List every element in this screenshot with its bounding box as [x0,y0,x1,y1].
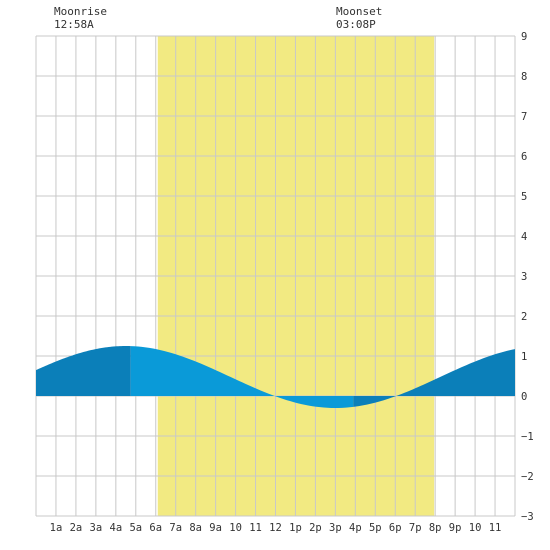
y-tick-label: 2 [521,311,527,323]
y-tick-label: −3 [521,511,534,523]
y-tick-label: −2 [521,471,534,483]
tide-series [36,346,515,408]
x-tick-label: 1p [289,522,302,534]
x-tick-label: 5p [369,522,382,534]
y-tick-label: 7 [521,111,527,123]
y-tick-label: 9 [521,31,527,43]
x-axis-labels: 1a 2a 3a 4a 5a 6a 7a 8a 9a 10 11 12 1p 2p 3p 4p 5p 6p 7p 8p… [50,522,502,534]
x-tick-label: 4a [110,522,123,534]
moonset-time: 03:08P [336,18,376,31]
x-tick-label: 1a [50,522,63,534]
moonset-label: Moonset [336,5,383,18]
moonrise-time: 12:58A [54,18,94,31]
y-tick-label: 0 [521,391,527,403]
y-tick-label: 6 [521,151,527,163]
x-tick-label: 4p [349,522,362,534]
x-tick-label: 3a [90,522,103,534]
x-tick-label: 10 [469,522,482,534]
x-tick-label: 9p [449,522,462,534]
x-tick-label: 11 [249,522,262,534]
x-tick-label: 6p [389,522,402,534]
x-tick-label: 2p [309,522,322,534]
tide-area-night-early [36,346,131,396]
y-tick-label: −1 [521,431,534,443]
gridlines [35,35,516,517]
y-axis-labels: −3 −2 −1 0 1 2 3 4 5 6 7 8 9 [521,31,534,523]
y-tick-label: 4 [521,231,527,243]
x-tick-label: 8p [429,522,442,534]
x-tick-label: 2a [70,522,83,534]
x-tick-label: 8a [189,522,202,534]
x-tick-label: 12 [269,522,282,534]
tide-area-night-late [353,349,515,407]
x-tick-label: 11 [489,522,502,534]
x-tick-label: 6a [149,522,162,534]
x-tick-label: 7a [169,522,182,534]
x-tick-label: 10 [229,522,242,534]
tide-area-day [130,346,354,408]
y-tick-label: 8 [521,71,527,83]
x-tick-label: 9a [209,522,222,534]
y-tick-label: 3 [521,271,527,283]
y-tick-label: 1 [521,351,527,363]
x-tick-label: 3p [329,522,342,534]
x-tick-label: 5a [129,522,142,534]
moonrise-label: Moonrise [54,5,107,18]
y-tick-label: 5 [521,191,527,203]
x-tick-label: 7p [409,522,422,534]
